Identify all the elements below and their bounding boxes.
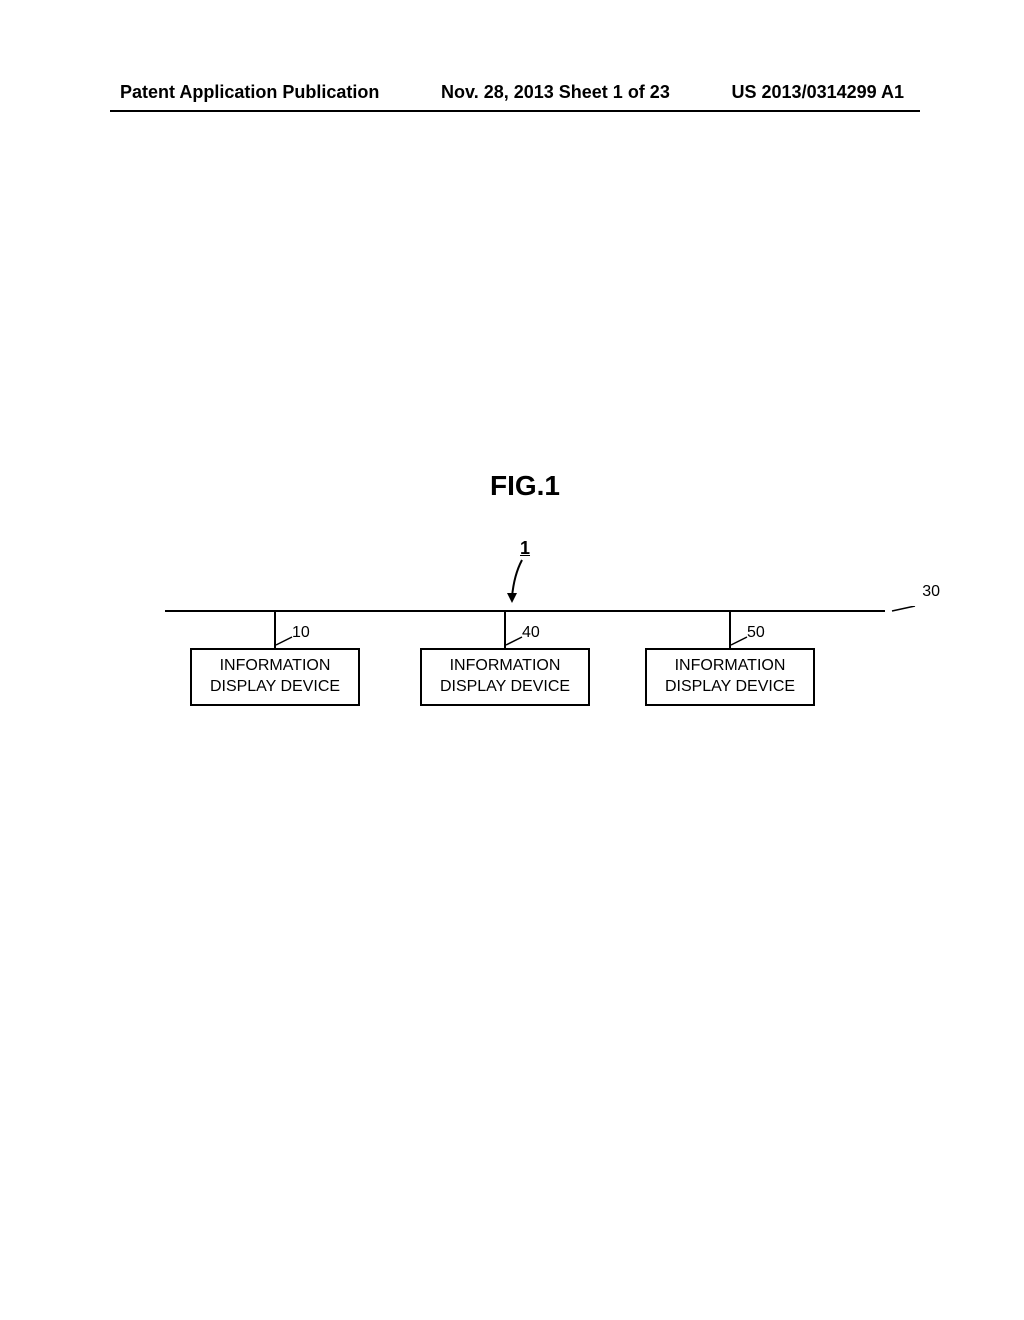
device-group-2: 40 INFORMATION DISPLAY DEVICE xyxy=(420,610,590,706)
connector-line: 10 xyxy=(274,610,276,648)
device-text-line2: DISPLAY DEVICE xyxy=(440,678,570,695)
network-reference-number: 30 xyxy=(922,583,940,601)
device-text-line2: DISPLAY DEVICE xyxy=(665,678,795,695)
device-reference-number: 40 xyxy=(522,624,540,642)
connector-line: 50 xyxy=(729,610,731,648)
page-header: Patent Application Publication Nov. 28, … xyxy=(0,82,1024,103)
figure-label: FIG.1 xyxy=(135,470,915,502)
network-end-leader-icon xyxy=(890,606,930,618)
header-date-sheet: Nov. 28, 2013 Sheet 1 of 23 xyxy=(441,82,670,103)
header-divider xyxy=(110,110,920,112)
device-text-line1: INFORMATION xyxy=(450,657,561,674)
header-patent-number: US 2013/0314299 A1 xyxy=(732,82,904,103)
device-reference-number: 50 xyxy=(747,624,765,642)
device-box: INFORMATION DISPLAY DEVICE xyxy=(190,648,360,706)
device-text-line1: INFORMATION xyxy=(675,657,786,674)
header-publication: Patent Application Publication xyxy=(120,82,379,103)
figure-area: FIG.1 1 30 10 INFORMATION DISPLAY DEVICE… xyxy=(135,470,915,552)
connector-line: 40 xyxy=(504,610,506,648)
device-box: INFORMATION DISPLAY DEVICE xyxy=(420,648,590,706)
device-reference-number: 10 xyxy=(292,624,310,642)
device-text-line1: INFORMATION xyxy=(220,657,331,674)
device-group-1: 10 INFORMATION DISPLAY DEVICE xyxy=(190,610,360,706)
device-text-line2: DISPLAY DEVICE xyxy=(210,678,340,695)
device-box: INFORMATION DISPLAY DEVICE xyxy=(645,648,815,706)
pointer-arrow-icon xyxy=(502,555,532,610)
device-group-3: 50 INFORMATION DISPLAY DEVICE xyxy=(645,610,815,706)
